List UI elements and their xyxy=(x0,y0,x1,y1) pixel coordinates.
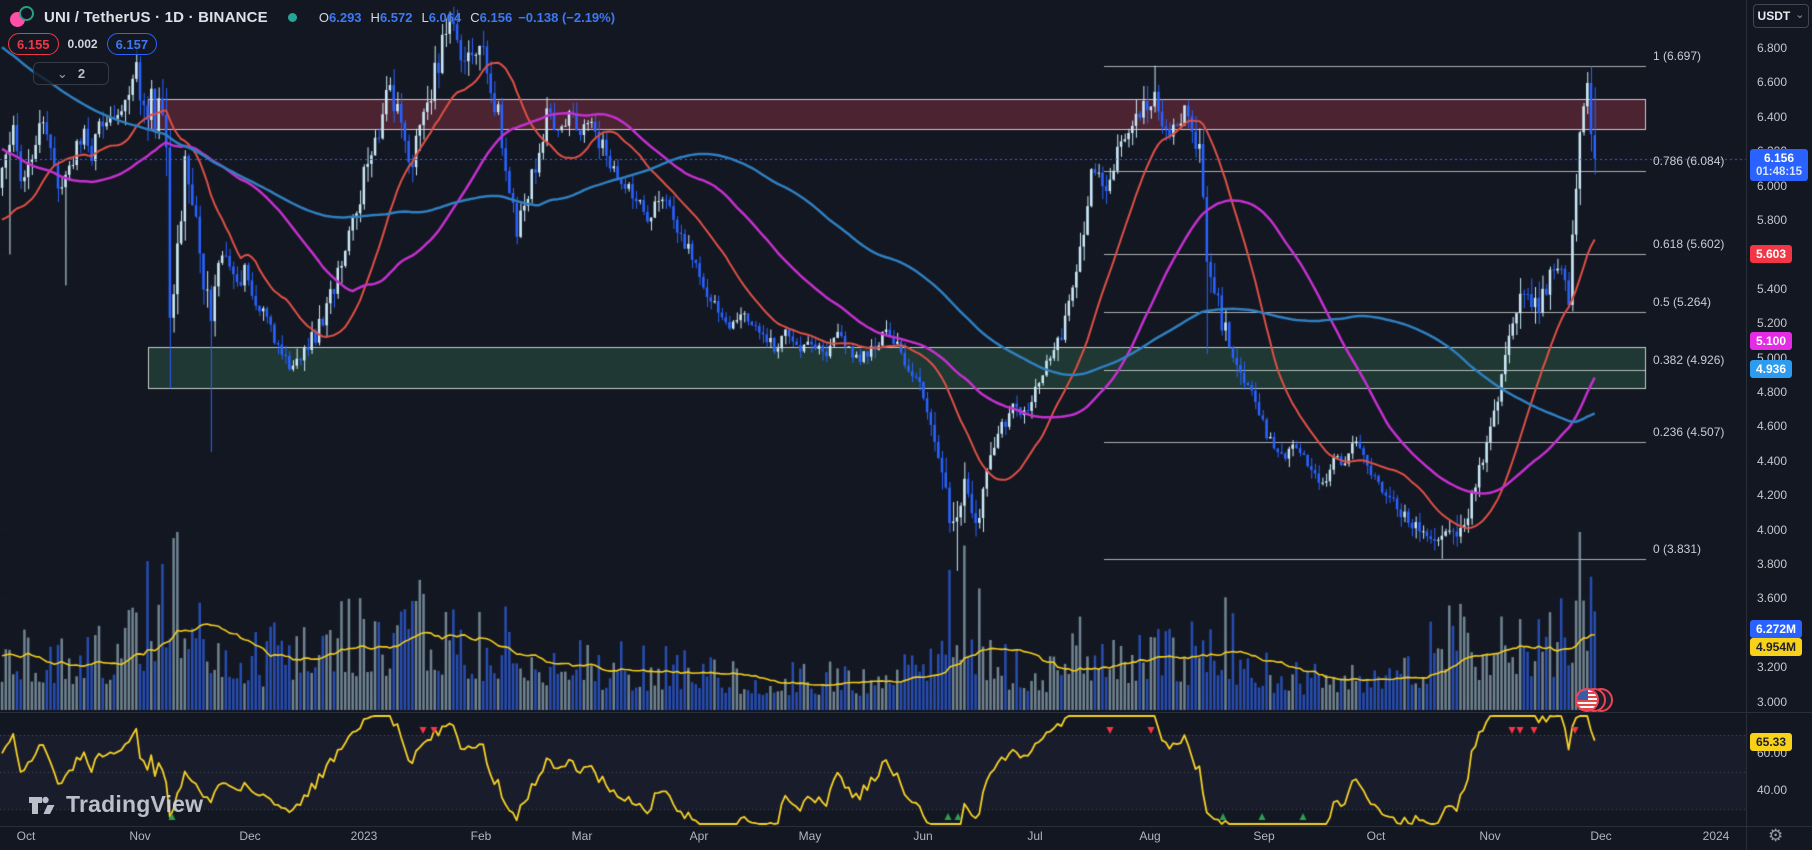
symbol-legend: UNI / TetherUS · 1D · BINANCE O6.293 H6.5… xyxy=(10,6,615,28)
pair-icon xyxy=(10,6,36,28)
fib-level-label: 0.382 (4.926) xyxy=(1653,353,1725,367)
price-axis-label: 5.400 xyxy=(1757,282,1788,296)
time-axis-label: Aug xyxy=(1139,829,1161,843)
tradingview-wordmark: TradingView xyxy=(66,791,204,817)
market-open-dot-icon xyxy=(287,12,297,22)
chevron-down-icon: ⌄ xyxy=(1795,8,1805,21)
us-flag-icon xyxy=(1575,688,1599,712)
time-axis-label: Oct xyxy=(1366,829,1386,843)
price-axis-label: 5.800 xyxy=(1757,213,1788,227)
price-axis-label: 3.200 xyxy=(1757,660,1788,674)
price-axis-label: 6.600 xyxy=(1757,75,1788,89)
fib-level-label: 0.5 (5.264) xyxy=(1653,295,1712,309)
time-axis-label: Dec xyxy=(239,829,261,843)
buy-price-badge[interactable]: 6.157 xyxy=(106,33,158,55)
quote-row: 6.155 0.002 6.157 xyxy=(8,33,158,55)
legend-collapse-toggle[interactable]: ⌄ 2 xyxy=(33,62,109,85)
currency-unit-label: USDT xyxy=(1757,9,1791,23)
time-axis-label: Dec xyxy=(1590,829,1612,843)
ohlc-item: H6.572 xyxy=(370,9,413,25)
price-axis-label: 4.600 xyxy=(1757,419,1788,433)
ma-slow-price-badge: 4.936 xyxy=(1750,360,1793,378)
price-axis-label: 4.200 xyxy=(1757,488,1788,502)
price-axis-label: 4.000 xyxy=(1757,523,1788,537)
time-axis-label: Sep xyxy=(1253,829,1275,843)
usdt-coin-icon xyxy=(19,6,34,21)
price-axis-label: 4.400 xyxy=(1757,454,1788,468)
ohlc-item: C6.156 xyxy=(470,9,513,25)
fib-level-label: 0.236 (4.507) xyxy=(1653,425,1725,439)
price-axis-label: 6.800 xyxy=(1757,41,1788,55)
change-value: −0.138 (−2.19%) xyxy=(518,9,616,25)
time-axis-label: Jul xyxy=(1027,829,1043,843)
time-axis-label: Apr xyxy=(689,829,709,843)
time-axis-label: Nov xyxy=(1479,829,1501,843)
time-axis-label: Mar xyxy=(571,829,593,843)
symbol-title[interactable]: UNI / TetherUS · 1D · BINANCE xyxy=(44,8,268,26)
ohlc-item: O6.293 xyxy=(318,9,362,25)
economic-events-flag-icon[interactable] xyxy=(1575,687,1621,715)
rsi-value-badge: 65.33 xyxy=(1750,733,1793,751)
time-axis-label: Nov xyxy=(129,829,151,843)
currency-unit-button[interactable]: USDT ⌄ xyxy=(1753,4,1809,28)
price-axis-label: 4.800 xyxy=(1757,385,1788,399)
ohlc-values: O6.293 H6.572 L6.064 C6.156 xyxy=(319,10,512,25)
tradingview-logo-icon xyxy=(29,796,55,814)
price-axis-label: 3.000 xyxy=(1757,695,1788,709)
last-price-badge: 6.156 01:48:15 xyxy=(1750,149,1809,181)
time-axis-label: Jun xyxy=(913,829,933,843)
time-axis-label: Oct xyxy=(16,829,36,843)
sell-price-badge[interactable]: 6.155 xyxy=(8,33,59,55)
hidden-indicator-count: 2 xyxy=(77,66,86,81)
price-axis-separator[interactable] xyxy=(1746,0,1747,850)
price-axis-label: 3.800 xyxy=(1757,557,1788,571)
price-axis-label: 5.200 xyxy=(1757,316,1788,330)
time-axis-label: 2024 xyxy=(1702,829,1730,843)
time-axis-separator[interactable] xyxy=(0,826,1812,827)
fib-level-label: 0.786 (6.084) xyxy=(1653,154,1725,168)
fib-level-label: 1 (6.697) xyxy=(1653,49,1702,63)
tradingview-watermark: TradingView xyxy=(28,791,203,818)
price-axis-label: 3.600 xyxy=(1757,591,1788,605)
pane-separator[interactable] xyxy=(0,712,1812,713)
time-axis-label: Feb xyxy=(470,829,492,843)
volume-ma-value-badge: 4.954M xyxy=(1750,638,1803,656)
fib-level-label: 0 (3.831) xyxy=(1653,542,1702,556)
time-axis-label: May xyxy=(798,829,822,843)
chevron-down-icon: ⌄ xyxy=(56,65,68,81)
time-axis-label: 2023 xyxy=(350,829,378,843)
price-axis-label: 6.000 xyxy=(1757,179,1788,193)
ma-mid-price-badge: 5.100 xyxy=(1750,332,1793,350)
ma-fast-price-badge: 5.603 xyxy=(1750,245,1793,263)
spread-value: 0.002 xyxy=(67,37,98,51)
volume-value-badge: 6.272M xyxy=(1750,620,1803,638)
price-axis-label: 6.400 xyxy=(1757,110,1788,124)
fib-level-label: 0.618 (5.602) xyxy=(1653,237,1725,251)
gear-icon[interactable]: ⚙ xyxy=(1768,826,1784,845)
rsi-axis-label: 40.00 xyxy=(1757,783,1788,797)
ohlc-item: L6.064 xyxy=(421,9,462,25)
